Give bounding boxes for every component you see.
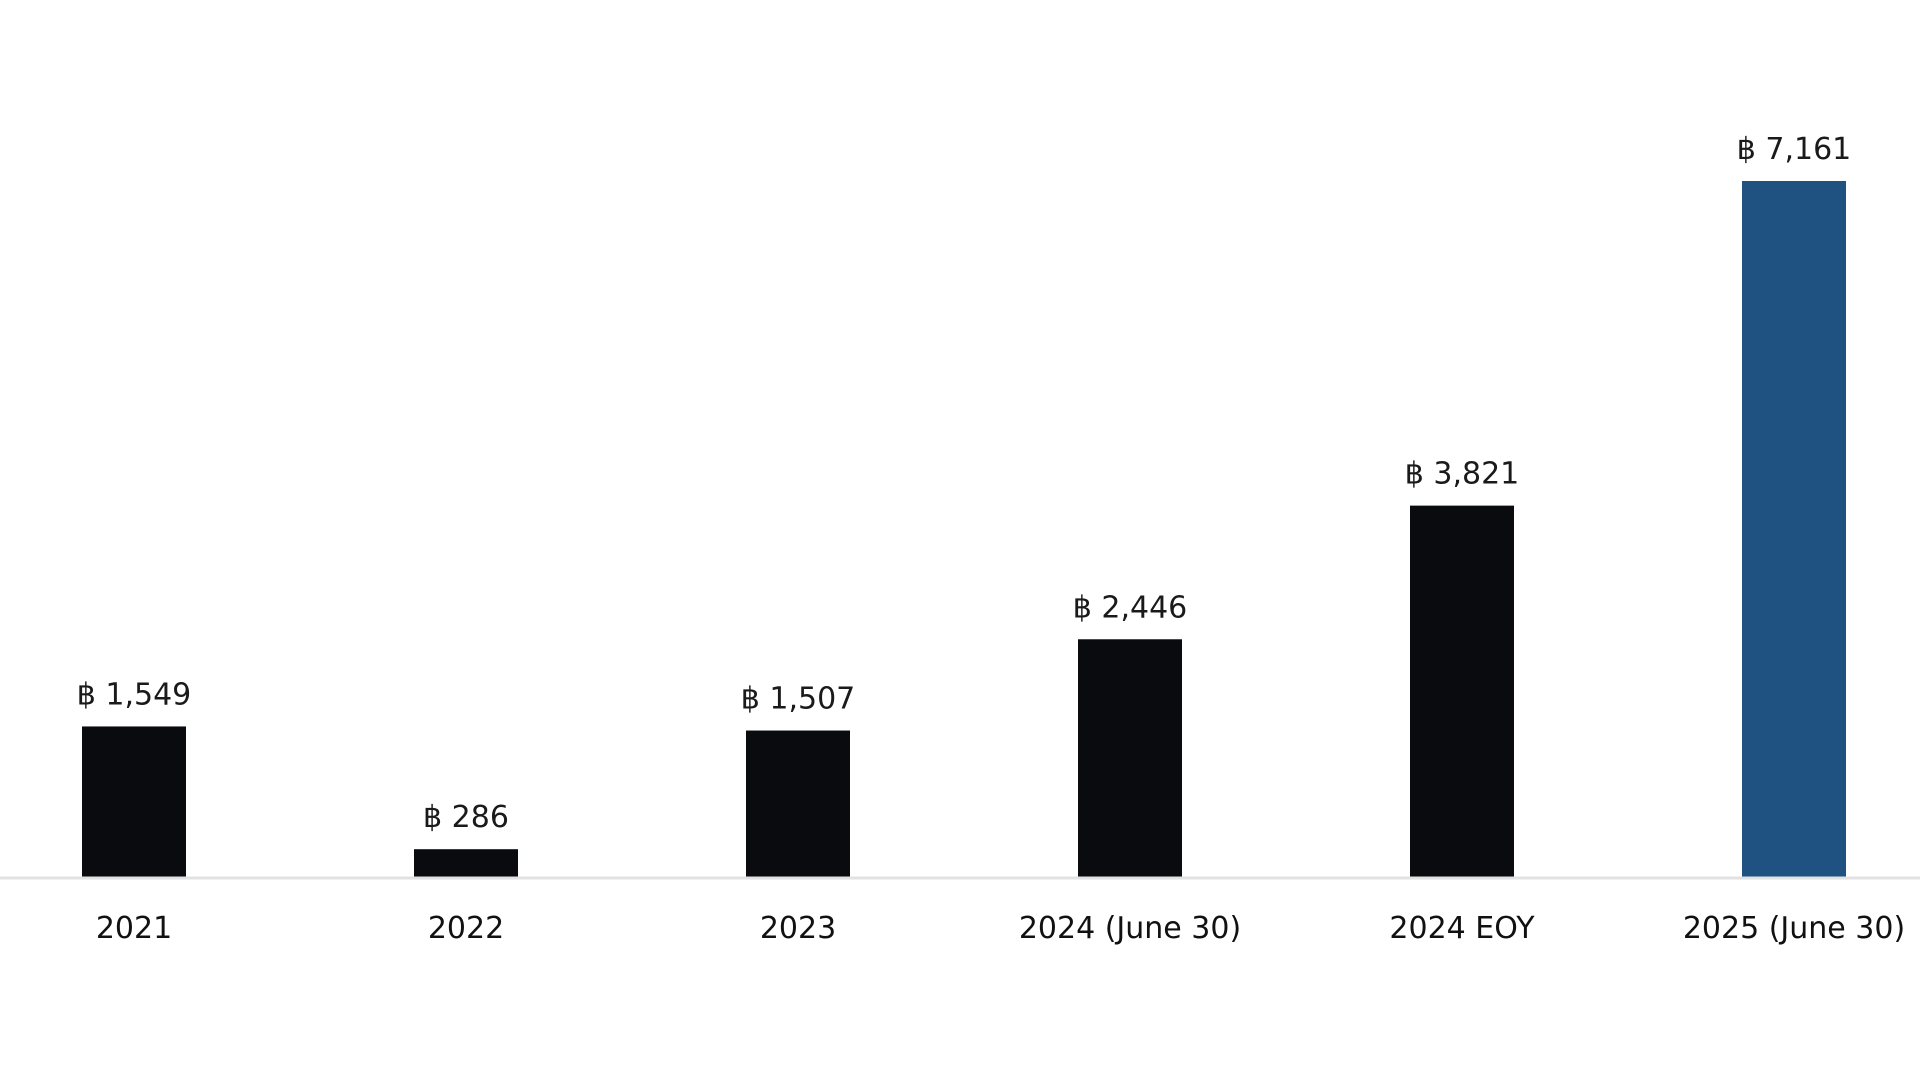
x-tick-label-4: 2024 EOY (1389, 911, 1535, 946)
bar-1 (414, 849, 518, 877)
value-label-3: ฿ 2,446 (1073, 590, 1188, 625)
x-tick-label-1: 2022 (428, 911, 504, 946)
bar-0 (82, 726, 186, 877)
x-tick-label-0: 2021 (96, 911, 172, 946)
bar-4 (1410, 505, 1514, 877)
bar-3 (1078, 639, 1182, 877)
value-label-5: ฿ 7,161 (1737, 132, 1852, 167)
value-label-4: ฿ 3,821 (1405, 457, 1520, 492)
value-label-2: ฿ 1,507 (741, 682, 856, 717)
bar-5 (1742, 181, 1846, 877)
bars-layer (82, 181, 1846, 877)
value-label-1: ฿ 286 (423, 800, 509, 835)
x-tick-label-2: 2023 (760, 911, 836, 946)
value-labels-layer: ฿ 1,549 ฿ 286 ฿ 1,507 ฿ 2,446 ฿ 3,821 ฿ 7,161 (77, 132, 1852, 835)
x-tick-label-5: 2025 (June 30) (1683, 911, 1905, 946)
bar-2 (746, 730, 850, 877)
x-tick-labels-layer: 2021 2022 2023 2024 (June 30) 2024 EOY 2025 (… (96, 911, 1905, 946)
value-label-0: ฿ 1,549 (77, 677, 192, 712)
x-tick-label-3: 2024 (June 30) (1019, 911, 1241, 946)
